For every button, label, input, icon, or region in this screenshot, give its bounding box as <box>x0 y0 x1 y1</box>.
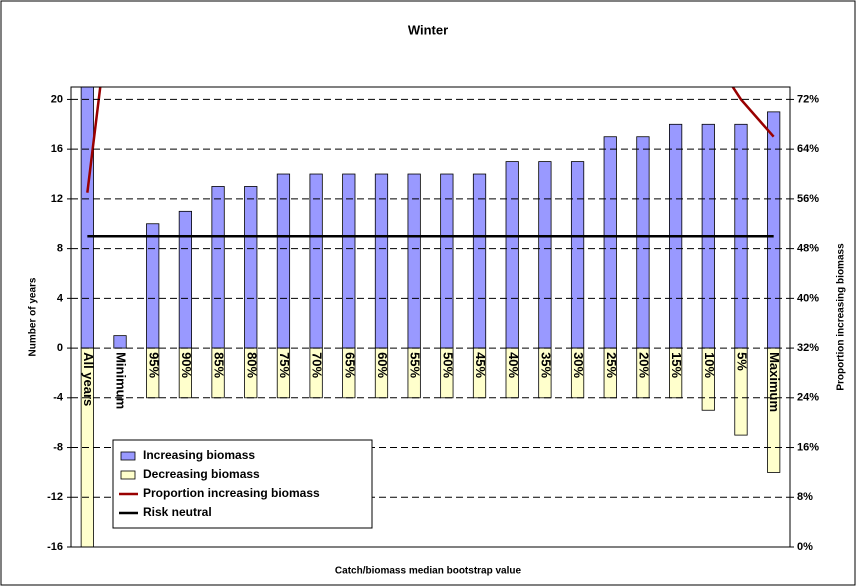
y2-tick-label: 32% <box>797 342 819 354</box>
x-tick-label: 50% <box>440 352 455 378</box>
x-tick-label: 25% <box>604 352 619 378</box>
x-tick-label: 75% <box>277 352 292 378</box>
y2-tick-label: 56% <box>797 193 819 205</box>
y2-tick-label: 64% <box>797 143 819 155</box>
y-tick-label: -16 <box>47 541 63 553</box>
bar <box>636 347 650 399</box>
bar <box>767 347 781 473</box>
y-tick-label: 4 <box>57 292 64 304</box>
bar <box>570 161 585 349</box>
y-tick-label: 20 <box>51 93 63 105</box>
y-tick-label: -12 <box>47 491 63 503</box>
bar <box>538 161 552 349</box>
x-tick-label: 55% <box>408 352 423 378</box>
bar <box>636 136 650 349</box>
y2-tick-label: 16% <box>797 441 819 453</box>
bar <box>440 173 454 349</box>
bar <box>211 186 225 349</box>
chart-title: Winter <box>408 22 448 37</box>
bar <box>342 173 356 349</box>
y-tick-label: 16 <box>51 143 63 155</box>
y2-tick-label: 72% <box>797 93 819 105</box>
x-tick-label: 35% <box>538 352 553 378</box>
legend-label: Decreasing biomass <box>143 467 260 481</box>
x-tick-label: All years <box>81 352 96 406</box>
bar <box>113 335 127 349</box>
bar <box>244 186 258 349</box>
x-tick-label: Maximum <box>767 352 782 412</box>
bar <box>505 161 519 349</box>
x-tick-label: Minimum <box>114 352 129 409</box>
y2-axis-title: Proportion increasing biomass <box>836 243 847 391</box>
legend-swatch <box>120 470 136 480</box>
x-tick-label: 45% <box>473 352 488 378</box>
bar <box>178 210 192 349</box>
bar <box>146 223 160 349</box>
legend <box>112 439 373 529</box>
x-tick-label: 65% <box>342 352 357 378</box>
y-tick-label: 0 <box>57 342 63 354</box>
x-tick-label: 10% <box>702 352 717 378</box>
legend-label: Risk neutral <box>143 505 212 519</box>
x-tick-label: 40% <box>506 352 521 378</box>
bar <box>701 347 715 411</box>
bar <box>472 173 487 349</box>
bar <box>669 347 683 399</box>
legend-swatch <box>120 451 136 461</box>
y-tick-label: 8 <box>57 243 63 255</box>
x-tick-label: 80% <box>244 352 259 378</box>
x-tick-label: 85% <box>212 352 227 378</box>
y-tick-label: 12 <box>51 193 63 205</box>
x-axis-title: Catch/biomass median bootstrap value <box>335 566 522 577</box>
x-tick-label: 95% <box>146 352 161 378</box>
bar <box>276 173 291 349</box>
bar <box>767 111 781 349</box>
bar <box>374 173 389 349</box>
x-tick-label: 60% <box>375 352 390 378</box>
plot-frame <box>70 86 791 548</box>
y-tick-label: -8 <box>53 441 63 453</box>
bar <box>603 136 617 349</box>
bar <box>80 87 94 349</box>
bar <box>734 347 748 436</box>
x-tick-label: 90% <box>179 352 194 378</box>
x-tick-label: 70% <box>310 352 325 378</box>
y2-tick-label: 40% <box>797 292 819 304</box>
y2-tick-label: 24% <box>797 392 819 404</box>
x-tick-label: 20% <box>636 352 651 378</box>
legend-label: Increasing biomass <box>143 448 255 462</box>
x-tick-label: 15% <box>669 352 684 378</box>
y-axis-title: Number of years <box>28 277 39 356</box>
y2-tick-label: 0% <box>797 541 813 553</box>
y2-tick-label: 8% <box>797 491 813 503</box>
bar <box>309 173 323 349</box>
y-tick-label: -4 <box>53 392 64 404</box>
bar <box>407 173 421 349</box>
x-tick-label: 30% <box>571 352 586 378</box>
y2-tick-label: 48% <box>797 243 819 255</box>
x-tick-label: 5% <box>735 352 750 371</box>
legend-label: Proportion increasing biomass <box>143 486 320 500</box>
